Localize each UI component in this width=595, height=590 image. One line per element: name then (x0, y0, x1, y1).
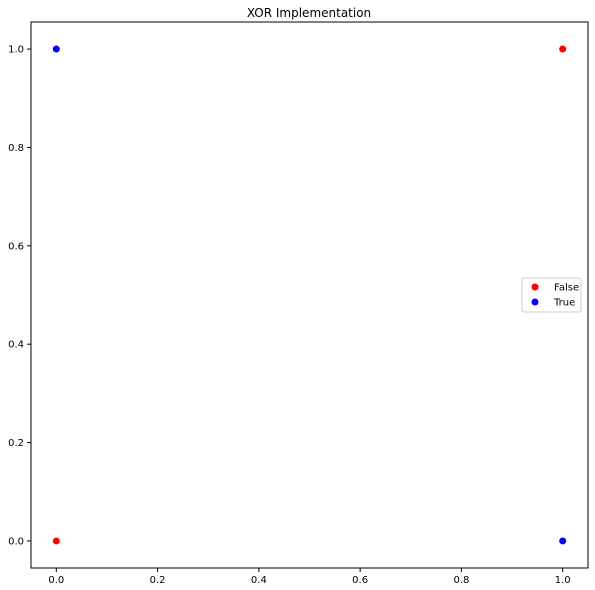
x-tick-label: 0.4 (251, 575, 267, 586)
y-tick-label: 0.6 (8, 241, 24, 252)
legend-marker-true (531, 298, 539, 306)
x-tick-label: 0.0 (48, 575, 64, 586)
chart-title: XOR Implementation (247, 6, 371, 20)
x-axis: 0.0 0.2 0.4 0.6 0.8 1.0 (48, 568, 571, 586)
x-tick-label: 0.2 (150, 575, 166, 586)
y-tick-label: 1.0 (8, 45, 24, 56)
x-tick-label: 0.8 (453, 575, 469, 586)
point-false-1 (559, 45, 567, 53)
y-tick-label: 0.2 (8, 438, 24, 449)
plot-background (31, 22, 588, 568)
x-tick-label: 0.6 (352, 575, 368, 586)
legend: False True (521, 277, 582, 313)
y-tick-label: 0.0 (8, 536, 24, 547)
x-tick-label: 1.0 (555, 575, 571, 586)
y-axis: 0.0 0.2 0.4 0.6 0.8 1.0 (8, 45, 31, 547)
legend-marker-false (531, 283, 539, 291)
legend-label-false: False (554, 283, 579, 294)
point-false-0 (52, 537, 60, 545)
y-tick-label: 0.8 (8, 143, 24, 154)
point-true-1 (559, 537, 567, 545)
legend-label-true: True (553, 298, 575, 309)
point-true-0 (52, 45, 60, 53)
plot-frame (30, 21, 589, 569)
y-tick-label: 0.4 (8, 340, 24, 351)
data-points (52, 45, 567, 545)
